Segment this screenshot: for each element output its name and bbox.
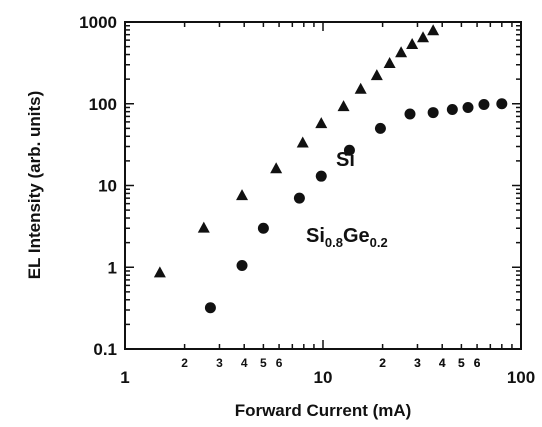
si-data-point	[270, 162, 283, 174]
x-minor-tick-label: 3	[414, 356, 421, 370]
si-data-point	[383, 56, 396, 68]
x-minor-tick-label: 3	[414, 356, 421, 370]
si-data-point	[395, 46, 408, 58]
sige-data-point	[343, 144, 355, 156]
y-tick-label: 1	[108, 258, 117, 277]
si-data-point	[370, 69, 383, 81]
x-major-tick-label: 1	[120, 368, 129, 387]
si-data-point	[417, 31, 430, 43]
x-major-tick-label: 10	[314, 368, 333, 387]
sige-data-point	[496, 98, 508, 110]
x-minor-tick-label: 2	[379, 356, 386, 370]
plot-frame	[124, 21, 522, 350]
tick-marks	[124, 21, 522, 350]
x-minor-tick-label: 4	[439, 356, 446, 370]
x-minor-tick-label: 2	[181, 356, 188, 370]
si-data-point	[354, 82, 367, 94]
sige-data-point	[427, 107, 439, 119]
x-minor-tick-label: 4	[241, 356, 248, 370]
si-data-point	[296, 136, 309, 148]
series-label-sige-si: Si	[306, 225, 325, 247]
series-label-sige-sub2: 0.2	[370, 235, 388, 250]
sige-data-point	[462, 101, 474, 113]
y-tick-label: 1000	[79, 13, 117, 32]
sige-data-point	[257, 222, 269, 234]
series-label-si: Si	[336, 149, 355, 171]
data-markers	[153, 24, 508, 314]
x-minor-tick-label: 5	[260, 356, 267, 370]
series-label-sige-sub1: 0.8	[325, 235, 343, 250]
y-tick-label: 100	[89, 95, 117, 114]
si-data-point	[153, 266, 166, 278]
sige-data-point	[374, 122, 386, 134]
x-minor-tick-label: 4	[439, 356, 446, 370]
si-data-point	[197, 221, 210, 233]
si-data-point	[406, 37, 419, 49]
si-data-point	[337, 100, 350, 112]
sige-data-point	[478, 98, 490, 110]
x-minor-tick-label: 5	[458, 356, 465, 370]
y-tick-label: 10	[98, 177, 117, 196]
y-tick-label: 0.1	[93, 340, 117, 359]
si-data-point	[236, 189, 249, 201]
x-major-tick-label: 100	[507, 368, 535, 387]
sige-data-point	[236, 260, 248, 272]
x-minor-tick-label: 6	[276, 356, 283, 370]
sige-data-point	[404, 108, 416, 120]
si-data-point	[315, 117, 328, 129]
x-minor-tick-label: 6	[474, 356, 481, 370]
sige-data-point	[315, 170, 327, 182]
si-data-point	[427, 24, 440, 36]
x-axis-title: Forward Current (mA)	[235, 401, 412, 420]
x-minor-tick-label: 6	[474, 356, 481, 370]
sige-data-point	[293, 192, 305, 204]
series-label-sige: Si0.8Ge0.2	[306, 225, 388, 250]
y-axis-title: EL Intensity (arb. units)	[25, 91, 44, 280]
x-minor-tick-label: 2	[379, 356, 386, 370]
x-minor-tick-label: 5	[458, 356, 465, 370]
series-label-sige-ge: Ge	[343, 225, 370, 247]
sige-data-point	[204, 302, 216, 314]
sige-data-point	[446, 104, 458, 116]
x-minor-tick-label: 3	[216, 356, 223, 370]
